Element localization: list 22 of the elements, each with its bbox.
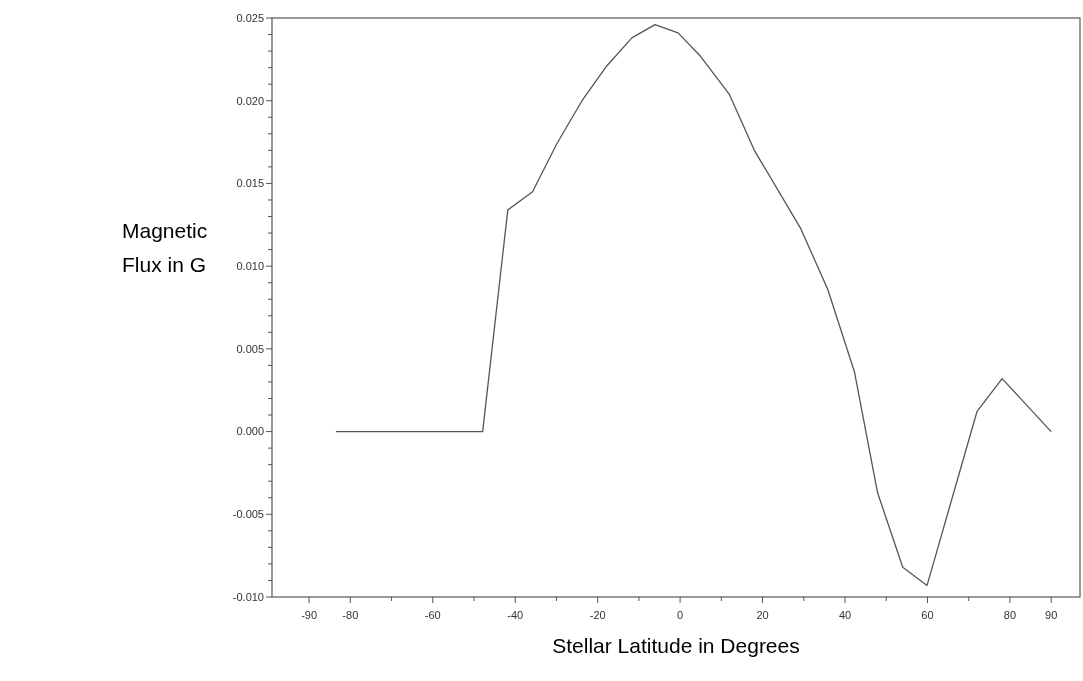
x-tick-label: 20 <box>756 609 769 621</box>
y-tick-label: 0.020 <box>236 94 264 107</box>
x-tick-label: -60 <box>424 609 441 621</box>
x-tick-label: 60 <box>921 609 934 621</box>
x-tick-label: -80 <box>342 609 359 621</box>
y-tick-label: 0.000 <box>236 425 264 438</box>
x-tick-label: -20 <box>589 609 606 621</box>
line-series <box>335 23 1052 587</box>
x-tick-label: 90 <box>1045 609 1058 621</box>
x-tick-label: 40 <box>838 609 852 621</box>
y-tick-label: -0.010 <box>232 590 264 603</box>
y-tick-label: 0.025 <box>236 11 264 24</box>
x-tick-label: 80 <box>1003 609 1017 621</box>
x-tick-label: -40 <box>507 609 524 621</box>
y-tick-label: 0.015 <box>236 177 264 190</box>
x-tick-label: 0 <box>677 609 684 621</box>
x-axis-title: Stellar Latitude in Degrees <box>552 634 800 657</box>
x-tick-label: -90 <box>301 609 318 621</box>
y-tick-label: -0.005 <box>232 508 264 521</box>
y-tick-label: 0.010 <box>236 259 264 272</box>
y-axis-title: Magnetic Flux in G <box>122 219 208 276</box>
y-tick-label: 0.005 <box>236 342 264 355</box>
